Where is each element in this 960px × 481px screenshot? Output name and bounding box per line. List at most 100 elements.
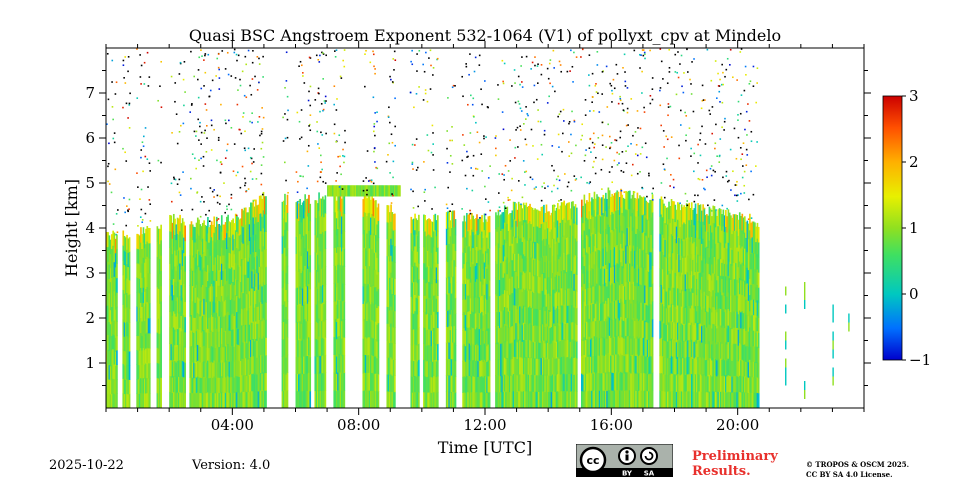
- heatmap-cell: [250, 202, 252, 221]
- heatmap-cell: [204, 392, 207, 408]
- heatmap-cell: [620, 316, 622, 336]
- heatmap-cell: [645, 218, 648, 236]
- heatmap-cell: [156, 226, 159, 242]
- heatmap-cell: [343, 195, 346, 214]
- heatmap-cell: [530, 223, 533, 241]
- heatmap-cell: [286, 265, 289, 285]
- heatmap-cell: [692, 358, 694, 376]
- heatmap-cell: [218, 300, 221, 317]
- heatmap-cell: [244, 240, 247, 259]
- heatmap-cell: [618, 232, 621, 251]
- heatmap-cell: [175, 254, 178, 271]
- heatmap-cell: [449, 282, 452, 299]
- heatmap-cell: [620, 371, 622, 391]
- heatmap-cell: [586, 200, 588, 218]
- heatmap-cell: [554, 325, 557, 343]
- heatmap-cell: [565, 203, 568, 221]
- heatmap-cell: [733, 391, 736, 408]
- noise-pixel: [699, 139, 701, 141]
- heatmap-cell: [553, 374, 555, 392]
- heatmap-cell: [581, 269, 583, 287]
- heatmap-cell: [372, 373, 375, 391]
- heatmap-cell: [514, 287, 516, 306]
- heatmap-cell: [260, 195, 262, 214]
- heatmap-cell: [606, 390, 608, 408]
- heatmap-cell: [196, 360, 199, 377]
- heatmap-cell: [751, 345, 754, 362]
- heatmap-cell: [301, 288, 304, 306]
- heatmap-cell: [664, 323, 667, 342]
- heatmap-cell: [736, 375, 739, 393]
- heatmap-cell: [531, 291, 534, 309]
- heatmap-cell: [362, 355, 365, 374]
- heatmap-cell: [482, 299, 485, 316]
- heatmap-cell: [558, 292, 560, 309]
- heatmap-cell: [318, 318, 320, 337]
- heatmap-cell: [509, 229, 511, 247]
- heatmap-cell: [610, 355, 612, 374]
- heatmap-cell: [503, 391, 506, 408]
- heatmap-cell: [592, 338, 595, 357]
- heatmap-cell: [687, 238, 689, 256]
- heatmap-cell: [309, 237, 312, 256]
- heatmap-cell: [445, 277, 448, 295]
- heatmap-cell: [373, 235, 376, 253]
- heatmap-cell: [175, 362, 178, 378]
- heatmap-cell: [649, 373, 651, 392]
- heatmap-cell: [623, 216, 626, 235]
- heatmap-cell: [525, 236, 528, 255]
- heatmap-cell: [534, 308, 536, 326]
- heatmap-cell: [497, 210, 500, 228]
- heatmap-cell: [702, 340, 704, 358]
- heatmap-cell: [551, 272, 554, 290]
- heatmap-cell: [574, 238, 577, 256]
- heatmap-cell: [617, 317, 620, 337]
- heatmap-cell: [575, 224, 578, 242]
- heatmap-cell: [141, 364, 144, 380]
- heatmap-cell: [498, 311, 501, 329]
- heatmap-cell: [137, 263, 140, 279]
- heatmap-cell: [479, 265, 482, 282]
- heatmap-cell: [605, 246, 607, 265]
- heatmap-cell: [618, 390, 621, 408]
- heatmap-cell: [481, 311, 483, 329]
- heatmap-cell: [224, 222, 227, 238]
- heatmap-cell: [722, 209, 725, 227]
- heatmap-cell: [555, 241, 558, 259]
- heatmap-cell: [207, 280, 209, 297]
- heatmap-cell: [651, 301, 654, 320]
- heatmap-cell: [649, 338, 651, 357]
- heatmap-cell: [127, 309, 130, 324]
- heatmap-cell: [612, 390, 615, 408]
- heatmap-cell: [219, 301, 222, 318]
- heatmap-cell: [234, 359, 237, 377]
- heatmap-cell: [146, 392, 149, 408]
- heatmap-cell: [237, 312, 240, 329]
- heatmap-cell: [106, 364, 108, 380]
- heatmap-cell: [527, 239, 530, 257]
- heatmap-cell: [650, 199, 653, 218]
- heatmap-cell: [340, 303, 343, 322]
- heatmap-cell: [626, 371, 629, 391]
- heatmap-cell: [536, 209, 539, 227]
- heatmap-cell: [335, 321, 338, 340]
- heatmap-cell: [147, 317, 150, 334]
- heatmap-cell: [551, 323, 554, 341]
- heatmap-cell: [591, 250, 593, 268]
- heatmap-cell: [157, 333, 160, 349]
- heatmap-cell: [364, 354, 367, 373]
- heatmap-cell: [157, 228, 160, 244]
- heatmap-cell: [387, 357, 390, 375]
- heatmap-cell: [212, 377, 214, 394]
- heatmap-cell: [191, 316, 194, 332]
- heatmap-cell: [160, 224, 162, 241]
- heatmap-cell: [660, 372, 663, 391]
- heatmap-cell: [527, 307, 530, 325]
- heatmap-cell: [677, 390, 679, 408]
- heatmap-cell: [262, 390, 265, 408]
- heatmap-cell: [140, 347, 142, 364]
- heatmap-cell: [587, 356, 589, 375]
- heatmap-cell: [239, 297, 242, 314]
- heatmap-cell: [660, 249, 663, 268]
- heatmap-cell: [346, 185, 348, 197]
